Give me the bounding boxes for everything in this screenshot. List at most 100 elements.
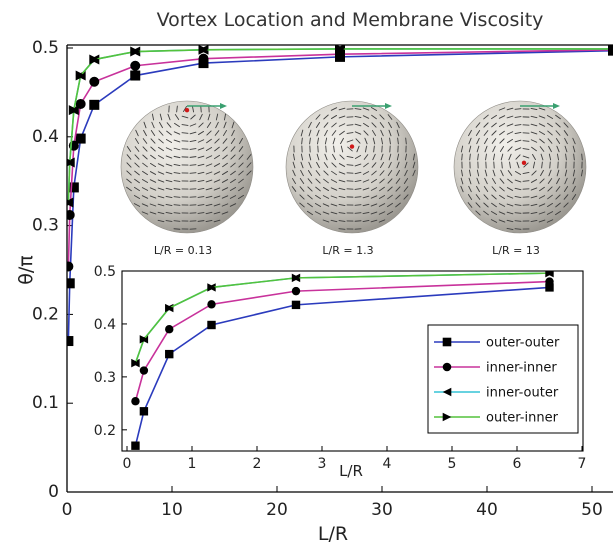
inset-point-outer-inner <box>165 303 174 313</box>
inset-point-inner-inner <box>291 286 301 296</box>
main-y-tick-label: 0.5 <box>32 38 59 58</box>
inset-point-outer-inner <box>207 283 216 292</box>
inset-series-line-inner-inner <box>134 280 550 402</box>
inset-y-tick-label: 0.2 <box>94 423 116 439</box>
main-x-tick-label: 20 <box>266 500 288 520</box>
main-x-tick-label: 40 <box>476 500 498 520</box>
vortex-dot <box>349 144 355 149</box>
legend-label-inner-outer: inner-outer <box>486 386 559 401</box>
inset-point-inner-inner <box>207 300 216 309</box>
main-point-outer-outer <box>75 133 86 144</box>
inset-point-outer-inner <box>545 271 554 278</box>
inset-series <box>131 271 554 450</box>
velocity-field <box>126 105 252 230</box>
inset-point-outer-outer <box>131 441 140 450</box>
inset-point-inner-inner <box>165 325 174 334</box>
inset-y-tick-label: 0.3 <box>94 370 116 386</box>
main-point-outer-inner <box>608 45 613 54</box>
legend-marker-inner-outer <box>442 387 452 397</box>
main-x-tick-label: 10 <box>161 500 183 520</box>
main-point-inner-inner <box>89 76 100 87</box>
velocity-field <box>460 107 583 231</box>
main-series <box>67 45 613 347</box>
inset-point-outer-inner <box>131 358 140 368</box>
sphere-label: L/R = 1.3 <box>322 244 373 257</box>
inset-x-tick-label: 1 <box>188 456 197 472</box>
vortex-dot <box>184 107 190 113</box>
main-point-outer-outer <box>67 278 75 289</box>
main-point-inner-inner <box>67 209 75 220</box>
main-y-tick-label: 0.2 <box>32 304 59 324</box>
inset-x-tick-label: 7 <box>578 456 587 472</box>
inset-x-tick-label: 6 <box>513 456 522 472</box>
main-y-tick-label: 0.4 <box>32 127 59 147</box>
inset-x-tick-label: 2 <box>253 456 262 472</box>
main-point-inner-inner <box>130 60 141 71</box>
inset-point-outer-outer <box>207 320 216 330</box>
inset-point-outer-inner <box>139 335 149 344</box>
main-point-outer-inner <box>75 70 86 81</box>
main-point-outer-inner <box>130 46 141 57</box>
main-point-outer-inner <box>67 199 74 206</box>
legend-marker-outer-outer <box>442 337 452 347</box>
main-point-outer-outer <box>130 70 141 81</box>
main-x-tick-label: 50 <box>581 500 603 520</box>
legend-label-inner-inner: inner-inner <box>486 361 557 376</box>
inset-point-outer-outer <box>291 300 301 310</box>
inset-x-tick-label: 0 <box>123 456 132 472</box>
inset-series-line-outer-inner <box>134 272 550 364</box>
main-x-tick-label: 0 <box>62 500 73 520</box>
inset-point-inner-inner <box>545 277 554 286</box>
inset-x-axis-label: L/R <box>339 462 363 480</box>
inset-point-outer-inner <box>291 273 301 283</box>
main-point-inner-inner <box>67 261 74 272</box>
velocity-field <box>291 107 416 230</box>
inset-y-tick-label: 0.5 <box>94 264 116 280</box>
rotation-arrow-head <box>553 103 560 109</box>
inset-x-tick-label: 4 <box>383 456 392 472</box>
legend-label-outer-inner: outer-inner <box>486 411 559 426</box>
inset-ticks: 0 1 2 3 4 5 6 7 0.2 0.3 0.4 0.5 <box>94 264 587 472</box>
inset-x-tick-label: 5 <box>448 456 457 472</box>
legend: outer-outer inner-inner inner-outer outer-i… <box>427 324 579 434</box>
inset-point-inner-inner <box>131 397 140 406</box>
inset-point-outer-outer <box>165 349 174 359</box>
sphere-illustrations: L/R = 0.13 L/R = 1.3 L/R = 13 <box>120 100 587 257</box>
sphere-body <box>285 100 419 234</box>
inset-x-tick-label: 3 <box>318 456 327 472</box>
sphere-2: L/R = 1.3 <box>285 100 419 257</box>
inset-point-inner-inner <box>139 366 149 375</box>
main-point-outer-inner <box>67 158 75 167</box>
main-point-inner-inner <box>198 53 209 64</box>
main-y-tick-label: 0 <box>48 482 59 502</box>
inset-series-line-outer-outer <box>134 286 550 446</box>
sphere-label: L/R = 0.13 <box>154 244 212 257</box>
main-x-tick-label: 30 <box>371 500 393 520</box>
main-point-outer-inner <box>198 45 209 55</box>
sphere-1: L/R = 0.13 <box>120 100 254 257</box>
chart-title: Vortex Location and Membrane Viscosity <box>157 9 544 31</box>
sphere-body <box>453 100 587 234</box>
legend-marker-inner-inner <box>442 362 452 372</box>
main-y-axis-label: θ/π <box>15 255 37 284</box>
main-x-axis-label: L/R <box>318 523 348 544</box>
sphere-3: L/R = 13 <box>453 100 587 257</box>
legend-marker-outer-inner <box>442 412 452 422</box>
vortex-dot <box>521 160 527 166</box>
legend-label-outer-outer: outer-outer <box>486 336 560 351</box>
main-point-outer-outer <box>68 182 79 193</box>
main-point-outer-inner <box>68 105 79 116</box>
inset-y-tick-label: 0.4 <box>94 317 116 333</box>
rotation-arrow-head <box>385 103 392 109</box>
main-point-outer-inner <box>335 45 345 54</box>
inset-point-outer-outer <box>139 407 149 416</box>
main-y-tick-label: 0.1 <box>32 393 59 413</box>
main-point-outer-outer <box>89 99 100 110</box>
sphere-label: L/R = 13 <box>492 244 540 257</box>
rotation-arrow-head <box>220 103 227 109</box>
main-point-outer-inner <box>89 54 100 65</box>
main-point-outer-outer <box>67 336 74 347</box>
main-y-tick-label: 0.3 <box>32 216 59 236</box>
